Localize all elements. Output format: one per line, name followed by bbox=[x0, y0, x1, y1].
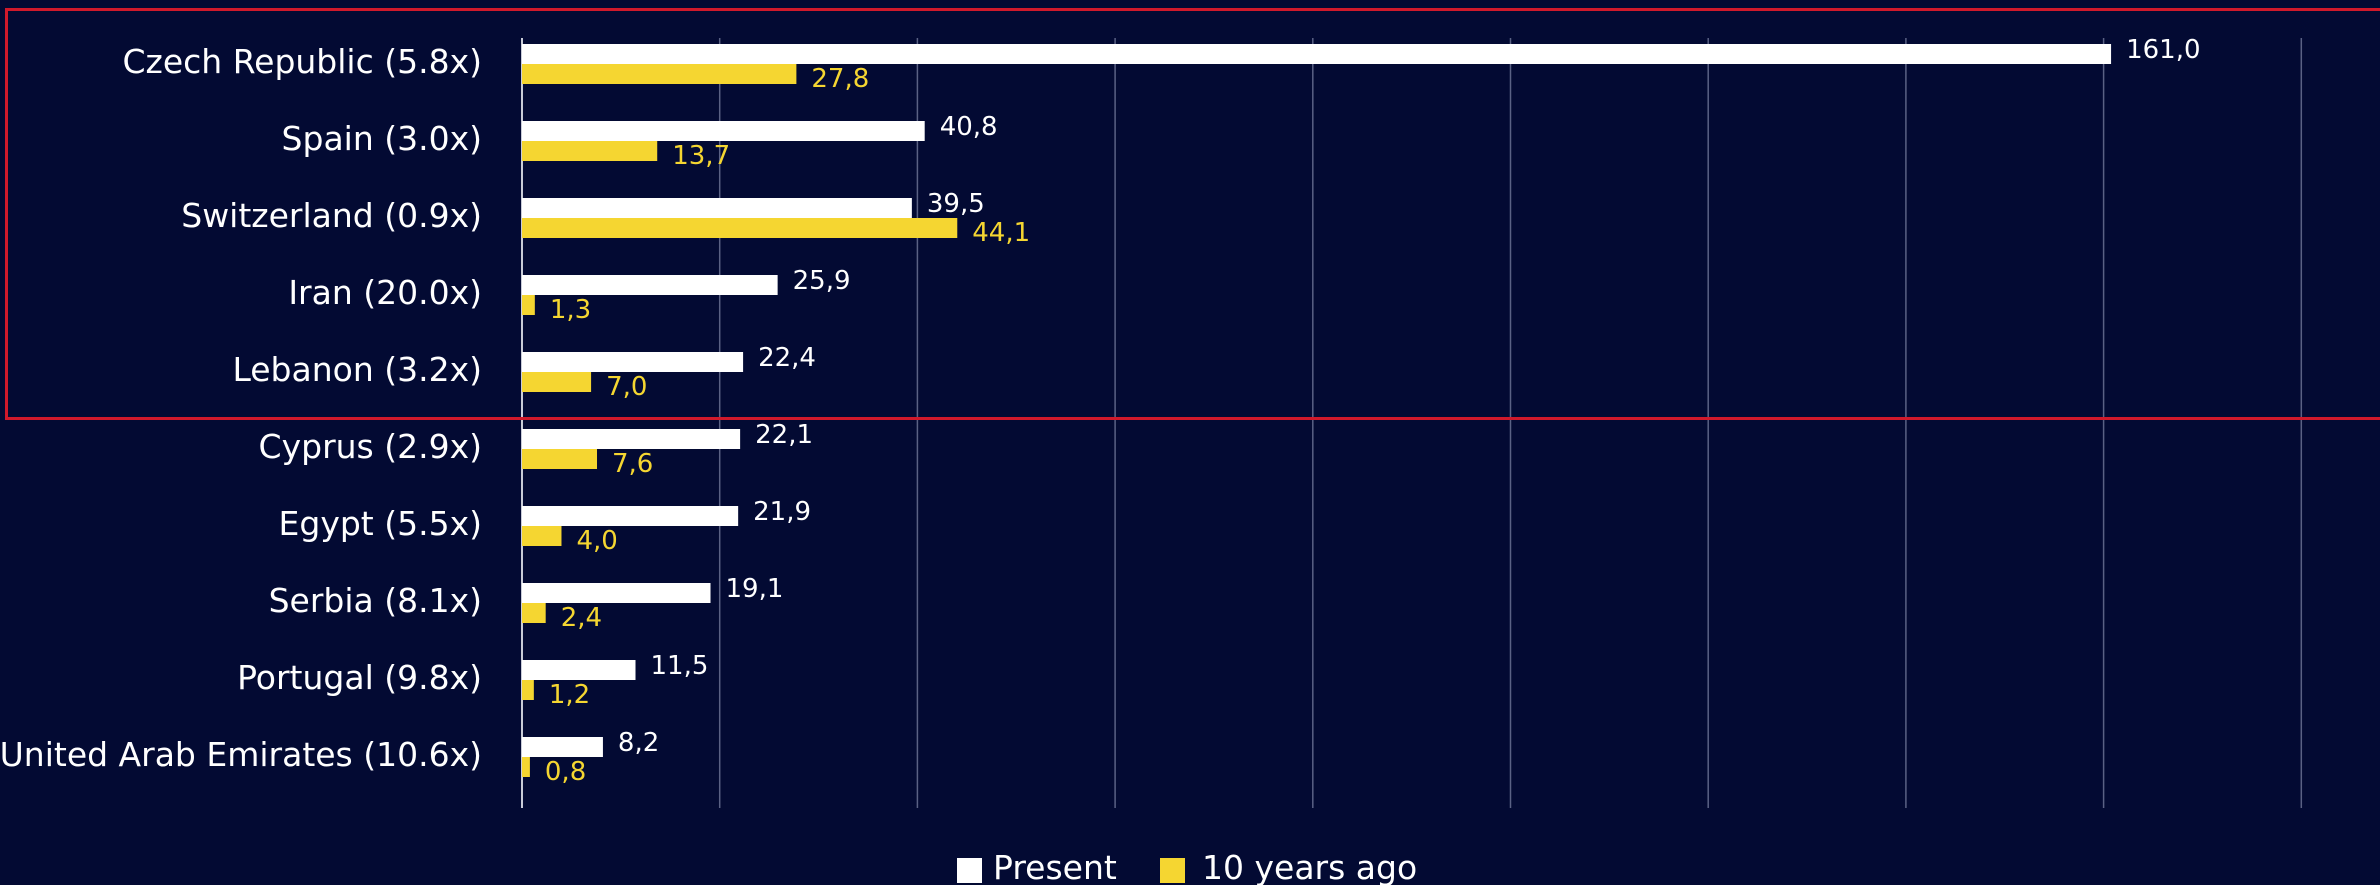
bar-10-years-ago bbox=[522, 218, 958, 238]
category-label: United Arab Emirates (10.6x) bbox=[0, 735, 482, 774]
data-label-10-years-ago: 7,0 bbox=[606, 372, 647, 402]
data-label-present: 25,9 bbox=[793, 266, 851, 296]
data-label-10-years-ago: 27,8 bbox=[811, 64, 869, 94]
category-label: Czech Republic (5.8x) bbox=[122, 42, 482, 81]
data-label-present: 19,1 bbox=[726, 574, 784, 604]
legend-swatch-10-years-ago bbox=[1160, 858, 1185, 883]
bars: 161,0 27,8 40,8 13,7 39,544,1 25,9 1,3 22,4 7,0 2… bbox=[522, 35, 2201, 787]
bar-present bbox=[522, 583, 711, 603]
legend-swatch-present bbox=[957, 858, 982, 883]
bar-10-years-ago bbox=[522, 680, 534, 700]
data-label-present: 22,4 bbox=[758, 343, 816, 373]
data-label-present: 21,9 bbox=[753, 497, 811, 527]
data-label-10-years-ago: 44,1 bbox=[972, 218, 1030, 248]
category-label: Iran (20.0x) bbox=[288, 273, 482, 312]
bar-present bbox=[522, 352, 744, 372]
data-label-10-years-ago: 1,2 bbox=[549, 680, 590, 710]
data-label-present: 11,5 bbox=[651, 651, 709, 681]
legend-label-10-years-ago: 10 years ago bbox=[1202, 848, 1417, 885]
bar-present bbox=[522, 44, 2112, 64]
data-label-10-years-ago: 4,0 bbox=[576, 526, 617, 556]
bar-10-years-ago bbox=[522, 757, 530, 777]
legend-label-present: Present bbox=[993, 848, 1117, 885]
data-label-present: 39,5 bbox=[927, 189, 985, 219]
bar-present bbox=[522, 429, 741, 449]
data-label-present: 161,0 bbox=[2126, 35, 2200, 65]
bar-present bbox=[522, 275, 778, 295]
category-label: Portugal (9.8x) bbox=[237, 658, 482, 697]
data-label-present: 8,2 bbox=[618, 728, 659, 758]
data-label-10-years-ago: 1,3 bbox=[550, 295, 591, 325]
bar-present bbox=[522, 198, 912, 218]
data-label-10-years-ago: 2,4 bbox=[561, 603, 602, 633]
category-label: Cyprus (2.9x) bbox=[259, 427, 482, 466]
category-label: Spain (3.0x) bbox=[282, 119, 482, 158]
bar-10-years-ago bbox=[522, 603, 546, 623]
category-label: Lebanon (3.2x) bbox=[232, 350, 482, 389]
bar-10-years-ago bbox=[522, 141, 658, 161]
category-label: Switzerland (0.9x) bbox=[181, 196, 482, 235]
data-label-present: 40,8 bbox=[940, 112, 998, 142]
bar-10-years-ago bbox=[522, 295, 535, 315]
data-label-10-years-ago: 0,8 bbox=[545, 757, 586, 787]
bar-present bbox=[522, 506, 739, 526]
data-label-present: 22,1 bbox=[755, 420, 813, 450]
category-label: Egypt (5.5x) bbox=[279, 504, 482, 543]
bar-present bbox=[522, 660, 636, 680]
category-label: Serbia (8.1x) bbox=[269, 581, 482, 620]
category-labels: Czech Republic (5.8x) Spain (3.0x) Switzer… bbox=[0, 42, 482, 774]
bar-10-years-ago bbox=[522, 526, 562, 546]
bar-10-years-ago bbox=[522, 64, 797, 84]
bar-10-years-ago bbox=[522, 372, 592, 392]
data-label-10-years-ago: 7,6 bbox=[612, 449, 653, 479]
bar-present bbox=[522, 737, 603, 757]
legend: Present 10 years ago bbox=[957, 848, 1417, 885]
bar-10-years-ago bbox=[522, 449, 598, 469]
bar-present bbox=[522, 121, 925, 141]
data-label-10-years-ago: 13,7 bbox=[672, 141, 730, 171]
